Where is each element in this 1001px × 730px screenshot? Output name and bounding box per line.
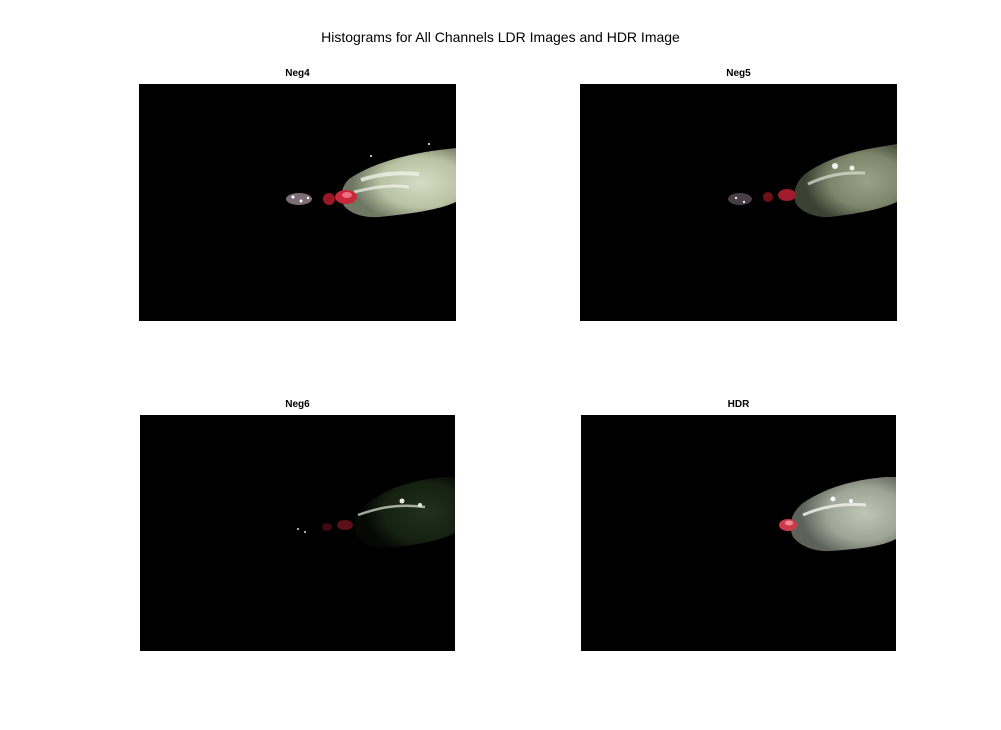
panel-title-neg5: Neg5 [726, 68, 751, 79]
figure-title: Histograms for All Channels LDR Images a… [321, 29, 680, 45]
panel-title-neg6: Neg6 [285, 399, 310, 410]
image-neg6-canvas [140, 415, 455, 651]
image-neg5 [580, 84, 897, 321]
image-hdr-canvas [581, 415, 896, 651]
image-hdr [581, 415, 896, 651]
image-neg5-canvas [580, 84, 897, 321]
panel-title-hdr: HDR [727, 399, 750, 410]
panel-title-neg4: Neg4 [285, 68, 310, 79]
image-neg4-canvas [139, 84, 456, 321]
image-neg6 [140, 415, 455, 651]
image-neg4 [139, 84, 456, 321]
